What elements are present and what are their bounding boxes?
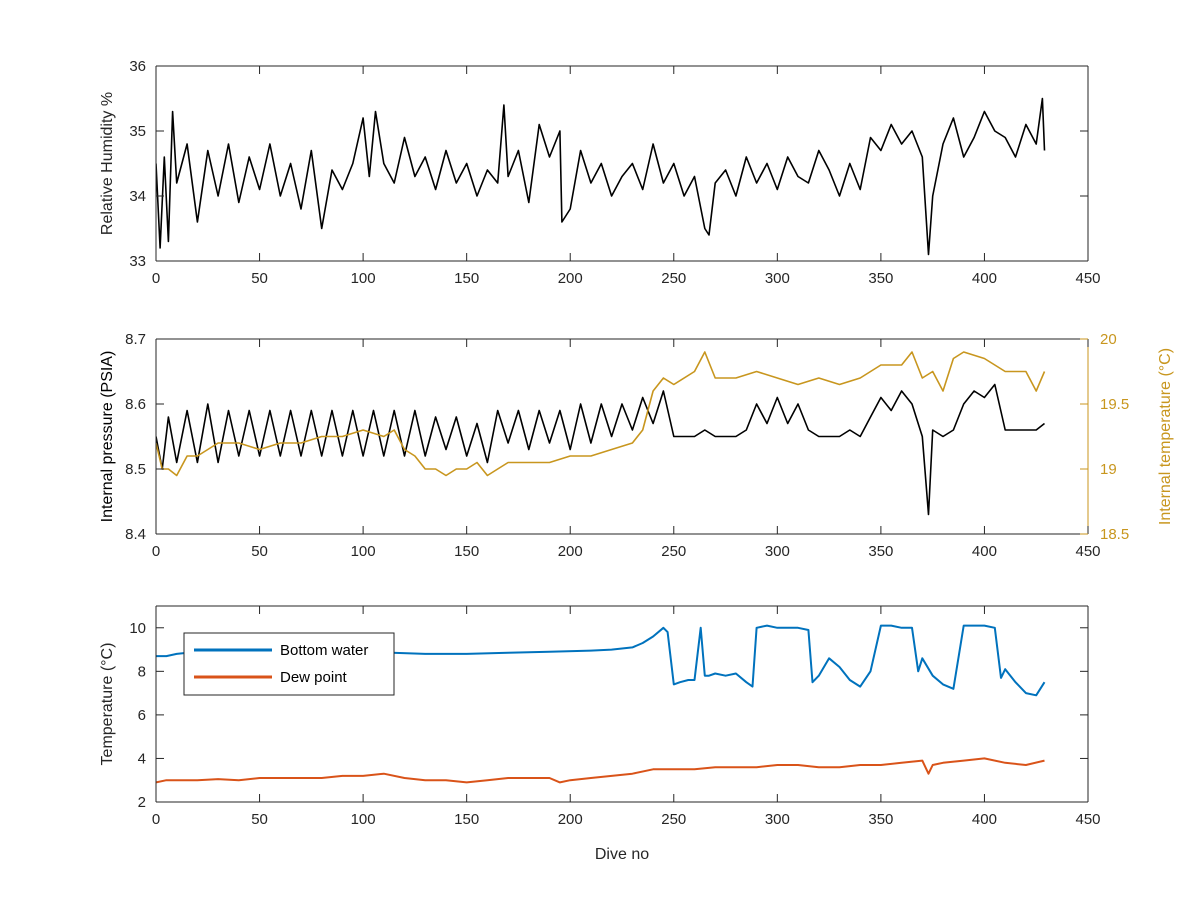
- y-tick-label: 6: [138, 707, 146, 724]
- y-tick-label: 8: [138, 663, 146, 680]
- x-tick-label: 400: [972, 270, 997, 287]
- legend-box: [183, 632, 395, 696]
- x-tick-label: 200: [558, 543, 583, 560]
- x-tick-label: 150: [454, 811, 479, 828]
- y-tick-label: 8.7: [125, 331, 146, 348]
- y-tick-label: 35: [129, 123, 146, 140]
- x-tick-label: 0: [152, 270, 160, 287]
- y-right-tick-label: 19: [1100, 461, 1117, 478]
- y-right-tick-label: 18.5: [1100, 526, 1129, 543]
- x-tick-label: 50: [251, 270, 268, 287]
- y-tick-label: 10: [129, 620, 146, 637]
- y-tick-label: 8.6: [125, 396, 146, 413]
- y-tick-label: 4: [138, 750, 146, 767]
- series-line-3-1: [156, 624, 1046, 697]
- x-tick-label: 150: [454, 270, 479, 287]
- x-tick-label: 250: [661, 543, 686, 560]
- legend: Bottom water Dew point: [183, 632, 395, 696]
- x-tick-label: 100: [351, 270, 376, 287]
- legend-label: Dew point: [280, 669, 348, 686]
- x-axis-label: Dive no: [595, 846, 649, 863]
- y-right-tick-label: 20: [1100, 331, 1117, 348]
- x-tick-label: 450: [1075, 811, 1100, 828]
- y-tick-label: 8.5: [125, 461, 146, 478]
- y-axis-label: Internal pressure (PSIA): [99, 351, 116, 523]
- x-tick-label: 0: [152, 543, 160, 560]
- y-axis-label-right: Internal temperature (°C): [1157, 348, 1174, 525]
- x-tick-label: 300: [765, 270, 790, 287]
- x-tick-label: 200: [558, 811, 583, 828]
- x-tick-label: 300: [765, 811, 790, 828]
- series-line-2-1: [156, 383, 1045, 516]
- x-tick-label: 350: [868, 270, 893, 287]
- y-tick-label: 34: [129, 188, 146, 205]
- x-tick-label: 100: [351, 811, 376, 828]
- x-tick-label: 450: [1075, 270, 1100, 287]
- x-tick-label: 400: [972, 543, 997, 560]
- y-tick-label: 36: [129, 58, 146, 75]
- y-tick-label: 2: [138, 794, 146, 811]
- x-tick-label: 350: [868, 543, 893, 560]
- x-tick-label: 400: [972, 811, 997, 828]
- x-tick-label: 200: [558, 270, 583, 287]
- x-tick-label: 50: [251, 811, 268, 828]
- x-tick-label: 150: [454, 543, 479, 560]
- x-tick-label: 300: [765, 543, 790, 560]
- y-axis-label: Temperature (°C): [99, 643, 116, 766]
- legend-label: Bottom water: [280, 642, 368, 659]
- series-line-2-2: [156, 351, 1046, 477]
- series-line-1-1: [156, 97, 1046, 256]
- subplot-2: 0 50 100 150 200 250 300 350 400 450 8.4 8.5 8.6 8.7 1…: [99, 331, 1174, 560]
- x-tick-label: 450: [1075, 543, 1100, 560]
- x-tick-label: 50: [251, 543, 268, 560]
- x-tick-label: 100: [351, 543, 376, 560]
- y-tick-label: 8.4: [125, 526, 146, 543]
- subplot-1: 0 50 100 150 200 250 300 350 400 450 33 34 35 36 Relat…: [99, 58, 1101, 287]
- y-tick-label: 33: [129, 253, 146, 270]
- y-axis-label: Relative Humidity %: [99, 92, 116, 235]
- x-tick-label: 0: [152, 811, 160, 828]
- x-tick-label: 250: [661, 270, 686, 287]
- x-tick-label: 250: [661, 811, 686, 828]
- series-line-3-2: [156, 757, 1045, 784]
- x-tick-label: 350: [868, 811, 893, 828]
- y-right-tick-label: 19.5: [1100, 396, 1129, 413]
- subplot-3: 0 50 100 150 200 250 300 350 400 450 2 4 6 8 10 Tempera…: [99, 605, 1101, 863]
